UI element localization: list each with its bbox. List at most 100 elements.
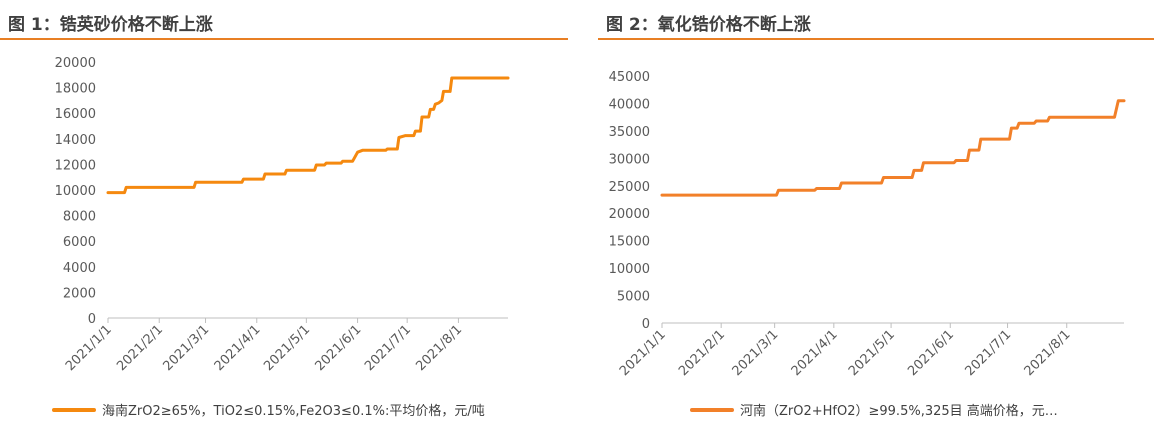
data-point: [351, 160, 354, 163]
data-point: [910, 176, 914, 179]
legend-line-swatch: [690, 407, 734, 412]
y-tick-label: 18000: [55, 82, 96, 97]
data-point: [979, 137, 982, 141]
y-tick-label: 2000: [63, 286, 96, 301]
data-point: [440, 99, 444, 102]
data-point: [419, 129, 422, 133]
data-point: [325, 161, 328, 165]
data-point: [813, 189, 816, 192]
y-tick-label: 20000: [609, 207, 650, 222]
data-point: [448, 90, 452, 93]
data-point: [262, 177, 265, 181]
x-tick-label: 2021/7/1: [962, 327, 1014, 379]
chart-panel-right: 图 2：氧化锆价格不断上涨 0 5000 10000 15000 20000 25000 3…: [598, 0, 1163, 428]
x-tick-label: 2021/8/1: [1022, 327, 1074, 379]
y-tick-label: 15000: [609, 235, 650, 250]
data-point: [977, 148, 981, 152]
zirconia-price-chart: 0 5000 10000 15000 20000 25000 30000 35000 40000…: [609, 70, 1126, 379]
data-point: [106, 191, 110, 194]
x-tick-label: 2021/1/1: [617, 327, 669, 379]
data-point: [1035, 119, 1038, 123]
y-tick-label: 0: [88, 312, 96, 327]
data-point: [361, 149, 364, 152]
data-point: [432, 108, 435, 111]
y-tick-label: 8000: [63, 210, 96, 225]
chart-title: 图 1：锆英砂价格不断上涨: [8, 15, 213, 35]
data-point: [427, 115, 430, 119]
data-point: [1117, 99, 1120, 102]
data-point: [912, 169, 916, 172]
data-point: [952, 161, 956, 164]
data-point: [437, 101, 440, 105]
data-point: [506, 76, 510, 80]
data-point: [192, 186, 196, 189]
data-point: [242, 177, 245, 181]
chart-panel-left: 图 1：锆英砂价格不断上涨 0 2000 4000 6000 8000 10000 1200…: [0, 0, 580, 428]
data-point: [263, 172, 267, 176]
data-point: [660, 193, 664, 197]
data-point: [384, 149, 387, 152]
data-point: [777, 189, 780, 192]
data-point: [1113, 116, 1116, 119]
data-point: [450, 76, 453, 80]
y-tick-label: 4000: [63, 261, 96, 276]
y-tick-label: 45000: [609, 70, 650, 85]
legend-label: 河南（ZrO2+HfO2）≥99.5%,325目 高端价格，元…: [740, 404, 1058, 419]
legend-line-swatch: [52, 407, 96, 412]
data-point: [356, 151, 359, 154]
data-point: [315, 163, 318, 167]
y-tick-label: 30000: [609, 152, 650, 167]
chart-title: 图 2：氧化锆价格不断上涨: [606, 15, 811, 35]
data-point: [396, 147, 399, 151]
data-point: [285, 169, 288, 172]
data-point: [1010, 126, 1013, 130]
data-point: [1046, 119, 1049, 123]
data-point: [1122, 99, 1126, 102]
y-tick-label: 16000: [55, 107, 96, 122]
x-tick-label: 2021/5/1: [261, 322, 313, 374]
chart-legend: 海南ZrO2≥65%，TiO2≤0.15%,Fe2O3≤0.1%:平均价格，元/…: [52, 400, 485, 419]
chart-legend: 河南（ZrO2+HfO2）≥99.5%,325目 高端价格，元…: [690, 400, 1058, 419]
data-point: [920, 169, 923, 172]
data-point: [882, 176, 885, 179]
data-point: [341, 160, 344, 163]
y-tick-label: 35000: [609, 125, 650, 140]
data-point: [123, 191, 126, 194]
data-point: [412, 134, 415, 137]
data-point: [1017, 122, 1021, 125]
y-tick-label: 25000: [609, 180, 650, 195]
data-point: [922, 161, 925, 164]
data-point: [1033, 122, 1036, 125]
legend-label: 海南ZrO2≥65%，TiO2≤0.15%,Fe2O3≤0.1%:平均价格，元/…: [102, 404, 485, 419]
series-line: [660, 99, 1126, 197]
y-tick-label: 20000: [55, 56, 96, 71]
x-tick-label: 2021/3/1: [730, 327, 782, 379]
data-point: [240, 181, 244, 184]
data-point: [420, 115, 424, 119]
data-point: [283, 172, 287, 176]
x-tick-label: 2021/4/1: [789, 327, 841, 379]
data-point: [386, 147, 389, 151]
data-point: [815, 187, 818, 190]
data-point: [775, 193, 778, 197]
x-tick-label: 2021/6/1: [905, 327, 957, 379]
x-tick-label: 2021/6/1: [313, 322, 365, 374]
data-point: [966, 159, 969, 162]
data-point: [880, 181, 883, 185]
y-tick-label: 14000: [55, 133, 96, 148]
data-point: [840, 181, 843, 185]
y-tick-label: 6000: [63, 235, 96, 250]
title-rule: [598, 38, 1154, 40]
zircon-sand-price-chart: 0 2000 4000 6000 8000 10000 12000 14000 16000 180…: [55, 56, 510, 374]
title-rule: [0, 38, 568, 40]
x-tick-label: 2021/4/1: [212, 322, 264, 374]
y-tick-label: 5000: [617, 290, 650, 305]
data-point: [125, 186, 128, 189]
data-point: [194, 181, 197, 184]
data-point: [414, 129, 417, 133]
y-tick-label: 0: [642, 317, 650, 332]
data-point: [323, 163, 326, 167]
data-point: [838, 187, 841, 190]
data-point: [429, 108, 432, 111]
x-tick-label: 2021/1/1: [63, 322, 115, 374]
